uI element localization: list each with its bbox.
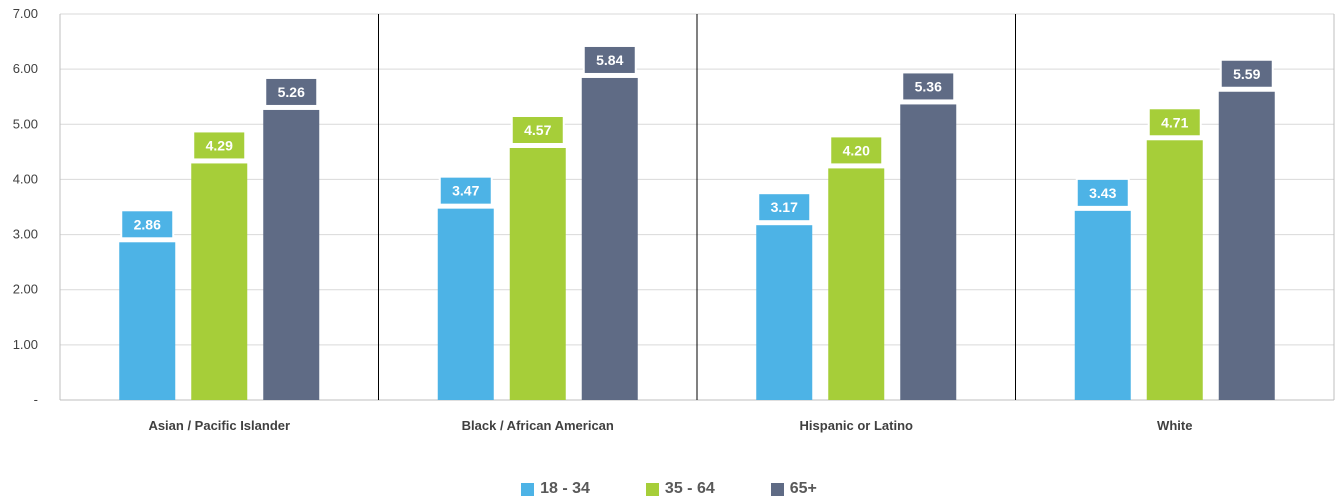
legend-item-18-34: 18 - 34 — [521, 480, 590, 498]
bar — [509, 147, 566, 400]
x-tick-label: Hispanic or Latino — [800, 418, 913, 433]
data-label: 3.43 — [1089, 185, 1116, 201]
y-tick-label: - — [34, 392, 38, 407]
data-label: 4.71 — [1161, 114, 1188, 130]
data-label: 4.29 — [206, 137, 233, 153]
legend-swatch-18-34 — [521, 482, 535, 496]
y-tick-label: 3.00 — [13, 227, 38, 242]
data-label-box — [1075, 177, 1130, 208]
data-label-box — [264, 76, 319, 107]
bar — [828, 168, 885, 400]
data-label-box — [192, 130, 247, 161]
x-tick-label: White — [1157, 418, 1192, 433]
data-label: 4.20 — [843, 142, 870, 158]
data-label-box — [901, 71, 956, 102]
data-label-box — [438, 175, 493, 206]
data-label-box — [582, 44, 637, 75]
data-label-box — [1147, 107, 1202, 138]
legend: 18 - 34 35 - 64 65+ — [0, 480, 1338, 498]
data-label: 5.84 — [596, 52, 623, 68]
y-tick-label: 7.00 — [13, 6, 38, 21]
y-tick-label: 6.00 — [13, 61, 38, 76]
legend-item-65-plus: 65+ — [770, 480, 817, 498]
bar — [756, 225, 813, 400]
bar — [1218, 91, 1275, 400]
legend-label-18-34: 18 - 34 — [540, 480, 590, 497]
bar — [900, 104, 957, 400]
data-label: 5.59 — [1233, 66, 1260, 82]
data-label: 3.17 — [771, 199, 798, 215]
x-tick-label: Black / African American — [462, 418, 614, 433]
data-label: 2.86 — [134, 216, 161, 232]
bar — [1074, 210, 1131, 400]
bar — [263, 109, 320, 400]
bar — [437, 208, 494, 400]
bar — [191, 163, 248, 400]
y-tick-label: 1.00 — [13, 337, 38, 352]
y-tick-label: 5.00 — [13, 116, 38, 131]
legend-label-35-64: 35 - 64 — [664, 480, 715, 497]
legend-item-35-64: 35 - 64 — [645, 480, 715, 498]
x-tick-label: Asian / Pacific Islander — [148, 418, 290, 433]
data-label-box — [120, 209, 175, 240]
data-label-box — [510, 114, 565, 145]
bar — [119, 242, 176, 400]
bar — [581, 77, 638, 401]
data-label-box — [1219, 58, 1274, 89]
legend-swatch-65-plus — [770, 482, 784, 496]
y-tick-label: 2.00 — [13, 282, 38, 297]
y-tick-label: 4.00 — [13, 171, 38, 186]
data-label: 5.26 — [278, 84, 305, 100]
data-label-box — [829, 135, 884, 166]
data-label: 4.57 — [524, 122, 551, 138]
bar — [1146, 140, 1203, 400]
data-label: 3.47 — [452, 183, 479, 199]
legend-swatch-35-64 — [645, 482, 659, 496]
legend-label-65-plus: 65+ — [789, 480, 817, 497]
data-label-box — [757, 192, 812, 223]
data-label: 5.36 — [915, 78, 942, 94]
